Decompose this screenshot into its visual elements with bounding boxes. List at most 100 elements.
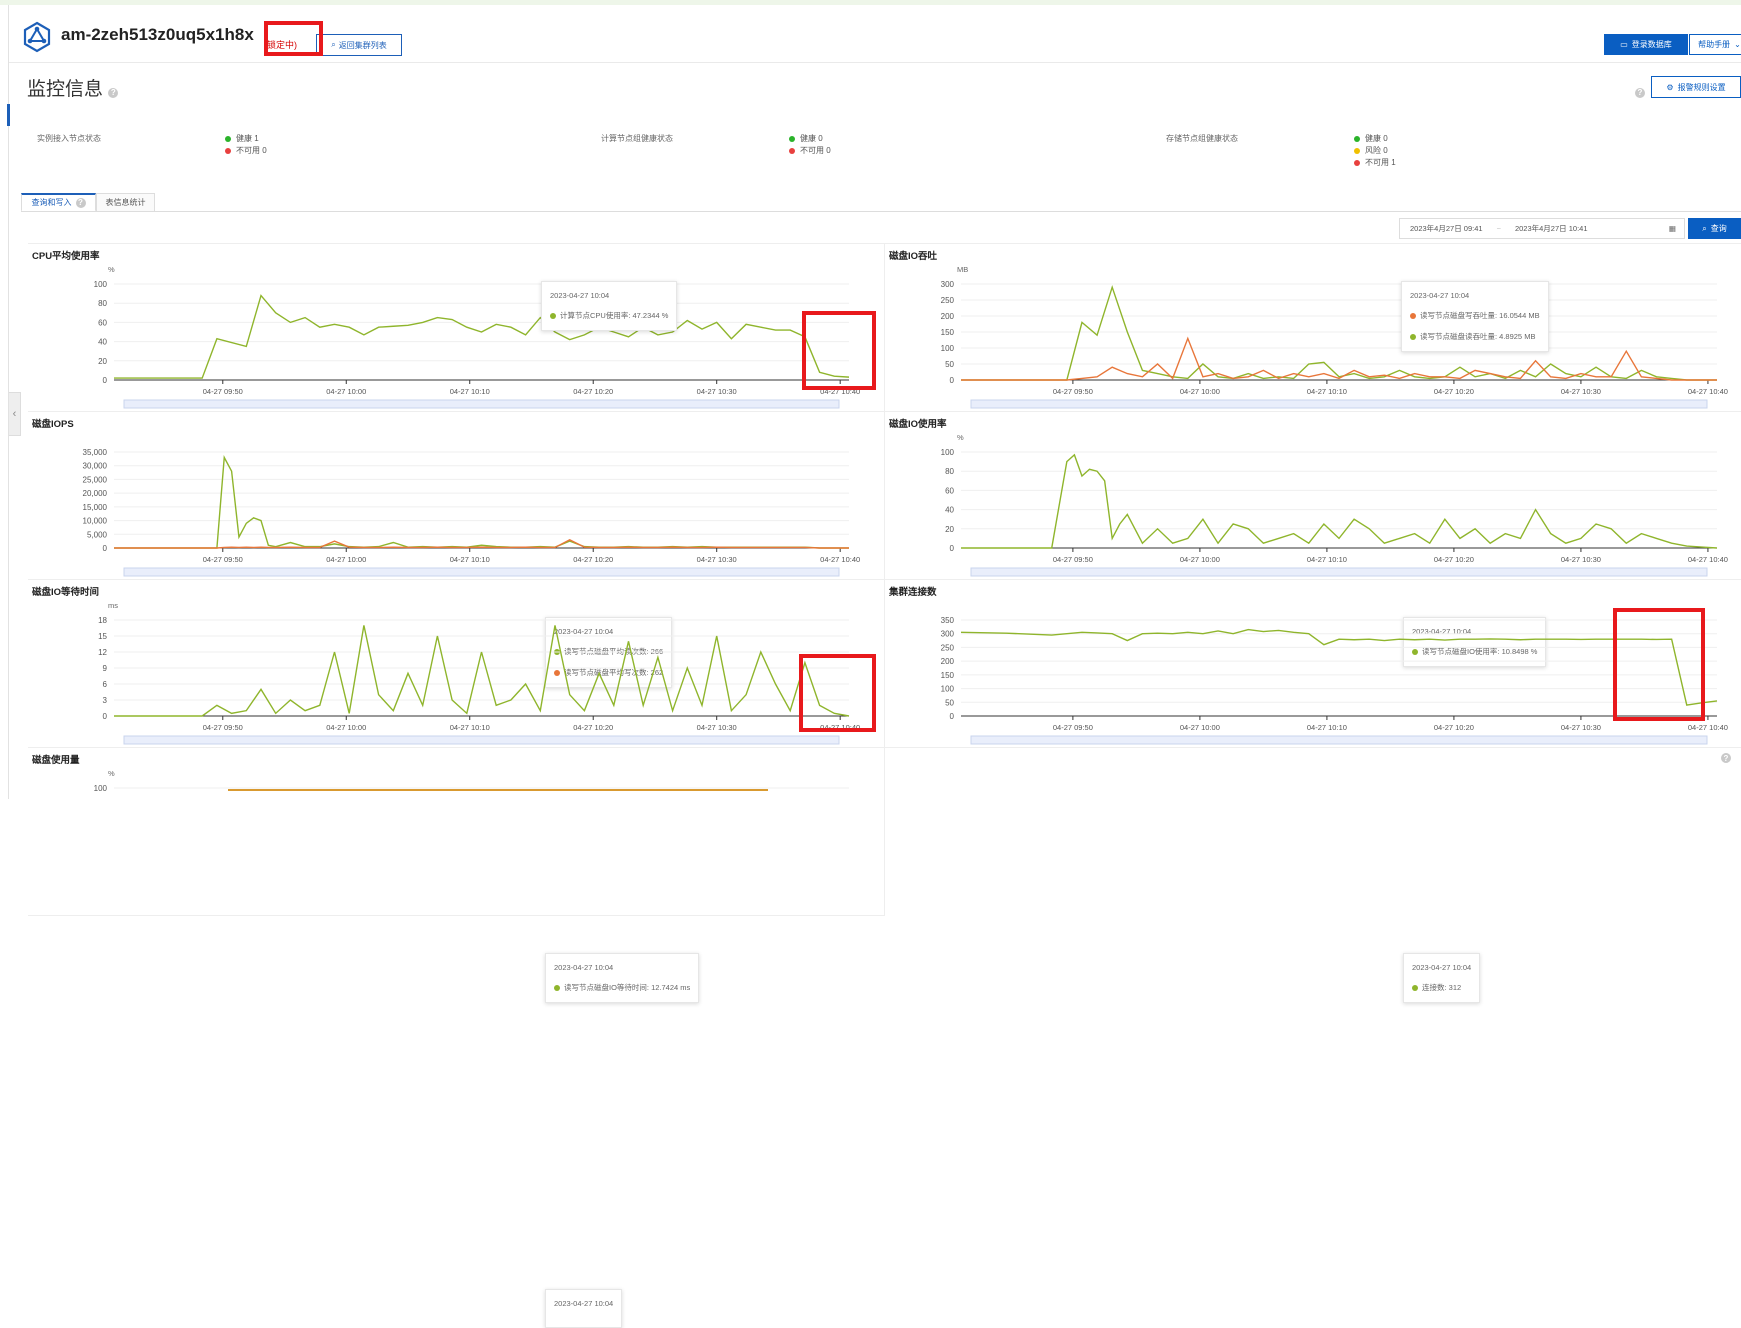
x-tick-label: 04-27 10:10 — [1307, 723, 1347, 732]
y-tick-label: 30,000 — [83, 462, 108, 471]
tab-table-stats[interactable]: 表信息统计 — [96, 193, 155, 212]
line-chart: 100 — [94, 784, 849, 793]
x-tick-label: 04-27 10:30 — [697, 723, 737, 732]
series-dot-icon — [1410, 312, 1416, 319]
zoom-slider — [970, 399, 1708, 409]
tooltip-value: 计算节点CPU使用率: 47.2344 % — [560, 311, 669, 320]
alert-rule-settings-button[interactable]: ⚙ 报警规则设置 — [1651, 76, 1741, 98]
y-tick-label: 80 — [98, 299, 107, 308]
y-tick-label: 0 — [950, 544, 955, 553]
y-tick-label: 6 — [103, 680, 108, 689]
tooltip-value: 读写节点磁盘IO等待时间: 12.7424 ms — [564, 983, 691, 992]
x-tick-label: 04-27 10:10 — [450, 387, 490, 396]
line-chart: 0 3 6 9 12 15 18 04-27 09:50 04-27 10:00 04-27 10… — [98, 616, 860, 745]
y-tick-label: 40 — [98, 338, 107, 347]
x-tick-label: 04-27 10:00 — [326, 555, 366, 564]
chart-title: 磁盘IO等待时间 — [32, 587, 100, 598]
sidebar-collapse-handle[interactable]: ‹ — [9, 392, 21, 436]
y-tick-label: 40 — [945, 506, 954, 515]
tooltip-time: 2023-04-27 10:04 — [550, 291, 610, 300]
x-tick-label: 04-27 10:10 — [1307, 387, 1347, 396]
zoom-slider — [970, 567, 1708, 577]
x-tick-label: 04-27 10:20 — [573, 723, 613, 732]
chart-panel: 磁盘使用量%? 100 2023-04-27 10:04 — [28, 748, 1731, 1328]
tooltip-row: 连接数: 312 — [1412, 982, 1471, 993]
x-tick-label: 04-27 10:40 — [1688, 387, 1728, 396]
zoom-slider — [123, 567, 840, 577]
x-tick-label: 04-27 10:40 — [820, 555, 860, 564]
monitor-icon: ▭ — [1620, 40, 1628, 49]
status-group-label: 存储节点组健康状态 — [1166, 134, 1238, 143]
chart-title: 磁盘使用量 — [32, 755, 80, 766]
tooltip-value: 读写节点磁盘平均写次数: 262 — [564, 668, 664, 677]
y-unit-label: % — [957, 433, 964, 442]
x-tick-label: 04-27 09:50 — [1053, 387, 1093, 396]
x-tick-label: 04-27 10:20 — [1434, 387, 1474, 396]
tooltip-time: 2023-04-27 10:04 — [554, 1299, 614, 1308]
line-chart: 0 20 40 60 80 100 04-27 09:50 04-27 10:00 04-27 … — [94, 280, 860, 409]
top-strip — [0, 0, 1741, 5]
zoom-slider — [970, 735, 1708, 745]
y-tick-label: 18 — [98, 616, 107, 625]
help-icon[interactable]: ? — [108, 87, 119, 98]
x-tick-label: 04-27 09:50 — [203, 387, 243, 396]
help-icon: ? — [75, 197, 86, 208]
x-tick-label: 04-27 10:20 — [1434, 723, 1474, 732]
status-item: 健康 1 — [225, 133, 259, 144]
date-end[interactable]: 2023年4月27日 10:41 — [1514, 224, 1588, 233]
alert-help-icon[interactable]: ? — [1635, 82, 1645, 100]
status-item-label: 健康 0 — [1365, 134, 1388, 143]
y-tick-label: 100 — [94, 280, 108, 289]
status-group-label: 实例接入节点状态 — [37, 134, 101, 143]
cluster-logo-icon — [23, 21, 51, 53]
series-dot-icon — [554, 984, 560, 991]
x-tick-label: 04-27 10:30 — [1561, 723, 1601, 732]
chart-title: 磁盘IO使用率 — [889, 419, 947, 430]
chart-tooltip: 2023-04-27 10:04 计算节点CPU使用率: 47.2344 % — [541, 281, 678, 331]
y-tick-label: 100 — [941, 448, 955, 457]
x-tick-label: 04-27 09:50 — [1053, 723, 1093, 732]
tooltip-row: 读写节点磁盘平均写次数: 262 — [554, 667, 663, 678]
tooltip-value: 读写节点磁盘IO使用率: 10.8498 % — [1422, 647, 1538, 656]
status-dot-icon — [789, 147, 795, 154]
cluster-id-title: am-2zeh513z0uq5x1h8x — [61, 25, 254, 44]
help-manual-button[interactable]: 帮助手册 ⌄ — [1689, 34, 1741, 55]
status-dot-icon — [1354, 135, 1360, 142]
login-database-button[interactable]: ▭ 登录数据库 — [1604, 34, 1688, 55]
status-item-label: 不可用 0 — [800, 146, 831, 155]
x-tick-label: 04-27 10:10 — [1307, 555, 1347, 564]
y-tick-label: 50 — [945, 698, 954, 707]
query-button[interactable]: ⌕ 查询 — [1688, 218, 1741, 239]
tooltip-value: 读写节点磁盘读吞吐量: 4.8925 MB — [1420, 332, 1536, 341]
x-tick-label: 04-27 10:40 — [820, 387, 860, 396]
y-unit-label: % — [108, 769, 115, 778]
date-start[interactable]: 2023年4月27日 09:41 — [1410, 224, 1483, 233]
series-dot-icon — [1412, 984, 1418, 991]
y-tick-label: 200 — [941, 312, 955, 321]
y-tick-label: 3 — [103, 696, 108, 705]
tooltip-value: 连接数: 312 — [1422, 983, 1462, 992]
x-tick-label: 04-27 10:10 — [450, 723, 490, 732]
back-to-cluster-list-button[interactable]: ⌕ 返回集群列表 — [316, 34, 402, 56]
x-tick-label: 04-27 09:50 — [203, 555, 243, 564]
status-dot-icon — [225, 147, 231, 154]
x-tick-label: 04-27 10:00 — [1180, 555, 1220, 564]
query-button-label: 查询 — [1710, 224, 1727, 233]
status-item: 不可用 1 — [1354, 157, 1396, 168]
y-unit-label: MB — [957, 265, 969, 274]
page-header: am-2zeh513z0uq5x1h8x (锁定中) ⌕ 返回集群列表 ▭ 登录… — [9, 5, 1741, 63]
x-tick-label: 04-27 10:20 — [1434, 555, 1474, 564]
chart-title: 磁盘IOPS — [32, 419, 74, 430]
x-tick-label: 04-27 09:50 — [203, 723, 243, 732]
date-range-picker[interactable]: 2023年4月27日 09:41 ~ 2023年4月27日 10:41 ▦ — [1399, 218, 1685, 239]
x-tick-label: 04-27 10:00 — [326, 387, 366, 396]
series-dot-icon — [550, 312, 556, 319]
status-dot-icon — [789, 135, 795, 142]
chart-tooltip: 2023-04-27 10:04 读写节点磁盘IO使用率: 10.8498 % — [1403, 617, 1547, 667]
y-tick-label: 20,000 — [83, 489, 108, 498]
tab-query-write[interactable]: 查询和写入? — [21, 193, 96, 212]
status-item: 不可用 0 — [225, 145, 267, 156]
help-icon[interactable]: ? — [1721, 753, 1731, 763]
series-line — [114, 625, 850, 717]
x-tick-label: 04-27 10:40 — [820, 723, 860, 732]
